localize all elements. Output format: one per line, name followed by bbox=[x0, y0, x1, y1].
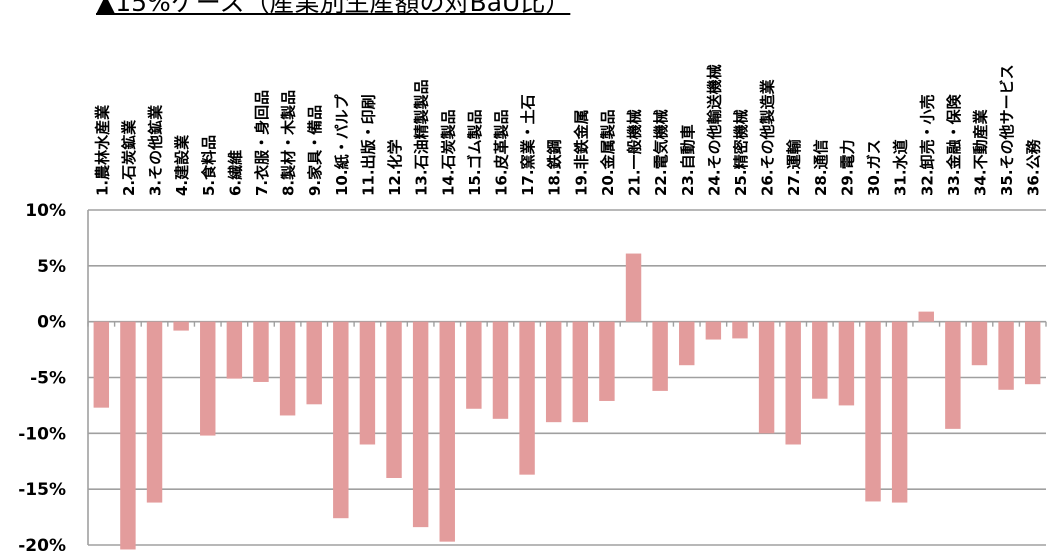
bar bbox=[705, 321, 722, 340]
category-label: 8.製材・木製品 bbox=[280, 90, 298, 196]
bar bbox=[226, 321, 243, 379]
bar bbox=[412, 321, 429, 528]
category-label: 35.その他サービス bbox=[998, 64, 1016, 196]
bar bbox=[599, 321, 615, 401]
bar bbox=[732, 321, 748, 339]
bars bbox=[93, 253, 1041, 550]
bar bbox=[545, 321, 562, 423]
category-label: 25.精密機械 bbox=[732, 109, 750, 196]
category-label: 22.電気機械 bbox=[652, 109, 670, 196]
bar bbox=[838, 321, 855, 406]
category-label: 12.化学 bbox=[386, 139, 404, 196]
category-label: 4.建設業 bbox=[173, 134, 191, 196]
category-label: 16.皮革製品 bbox=[492, 109, 510, 196]
bar bbox=[1024, 321, 1041, 385]
category-label: 5.食料品 bbox=[200, 135, 218, 196]
bar bbox=[359, 321, 376, 445]
category-label: 24.その他輸送機械 bbox=[705, 64, 723, 196]
bar bbox=[253, 321, 269, 382]
bar bbox=[279, 321, 296, 416]
category-label: 14.石炭製品 bbox=[439, 109, 457, 196]
bar bbox=[865, 321, 881, 502]
bar bbox=[679, 321, 695, 366]
y-tick-label: -20% bbox=[18, 536, 66, 555]
category-label: 26.その他製造業 bbox=[759, 78, 777, 196]
bar bbox=[120, 321, 136, 550]
bar bbox=[519, 321, 535, 475]
category-label: 3.その他鉱業 bbox=[147, 104, 165, 196]
bar bbox=[173, 321, 189, 331]
bar bbox=[200, 321, 216, 436]
y-tick-label: -15% bbox=[18, 480, 66, 500]
category-label: 2.石炭鉱業 bbox=[120, 119, 138, 196]
category-label: 31.水道 bbox=[892, 139, 910, 196]
category-label: 10.紙・パルプ bbox=[333, 93, 351, 196]
category-label: 1.農林水産業 bbox=[93, 104, 111, 196]
category-label: 21.一般機械 bbox=[626, 109, 644, 196]
category-label: 11.出版・印刷 bbox=[359, 94, 377, 196]
y-tick-label: -5% bbox=[30, 369, 66, 389]
bar bbox=[386, 321, 402, 478]
bar bbox=[971, 321, 988, 366]
category-label: 17.窯業・土石 bbox=[519, 94, 537, 196]
y-tick-label: -10% bbox=[18, 424, 66, 444]
category-label: 7.衣服・身回品 bbox=[253, 90, 271, 196]
category-label: 33.金融・保険 bbox=[945, 93, 963, 196]
category-label: 34.不動産業 bbox=[971, 108, 989, 196]
bar bbox=[146, 321, 163, 503]
bar bbox=[891, 321, 908, 503]
bar bbox=[998, 321, 1014, 390]
category-label: 27.運輸 bbox=[785, 138, 803, 196]
y-tick-label: 10% bbox=[25, 201, 66, 221]
x-axis-ticks bbox=[87, 321, 1047, 327]
bar bbox=[918, 311, 934, 322]
bar bbox=[652, 321, 668, 391]
bar bbox=[439, 321, 455, 542]
bar bbox=[492, 321, 509, 419]
category-label: 20.金属製品 bbox=[599, 109, 617, 196]
y-tick-label: 0% bbox=[37, 313, 66, 333]
category-label: 9.家具・備品 bbox=[306, 105, 324, 196]
y-tick-label: 5% bbox=[37, 257, 66, 277]
category-label: 23.自動車 bbox=[679, 124, 697, 196]
bar bbox=[945, 321, 961, 429]
category-label: 18.鉄鋼 bbox=[546, 139, 564, 196]
bar bbox=[625, 253, 642, 322]
bar bbox=[572, 321, 589, 423]
bar bbox=[306, 321, 322, 405]
y-axis-ticks: 10% 5% 0% -5% -10% -15% -20% bbox=[18, 201, 66, 555]
category-label: 15.ゴム製品 bbox=[466, 109, 484, 196]
category-label: 30.ガス bbox=[865, 139, 883, 196]
category-label: 32.卸売・小売 bbox=[918, 94, 936, 196]
category-labels: 1.農林水産業 2.石炭鉱業 3.その他鉱業 4.建設業 5.食料品 6.繊維 7.衣服・身… bbox=[93, 64, 1042, 196]
category-label: 28.通信 bbox=[812, 139, 830, 196]
category-label: 36.公務 bbox=[1025, 138, 1043, 196]
category-label: 6.繊維 bbox=[226, 150, 244, 196]
bar bbox=[812, 321, 828, 399]
bar bbox=[758, 321, 775, 434]
bar bbox=[466, 321, 482, 409]
category-label: 13.石油精製製品 bbox=[413, 79, 431, 196]
category-label: 29.電力 bbox=[838, 139, 856, 196]
bar bbox=[785, 321, 801, 445]
bar bbox=[333, 321, 349, 519]
category-label: 19.非鉄金属 bbox=[572, 109, 590, 196]
chart-title: ▲15%ケース（産業別生産額の対BaU比） bbox=[96, 0, 571, 17]
bar bbox=[93, 321, 110, 408]
